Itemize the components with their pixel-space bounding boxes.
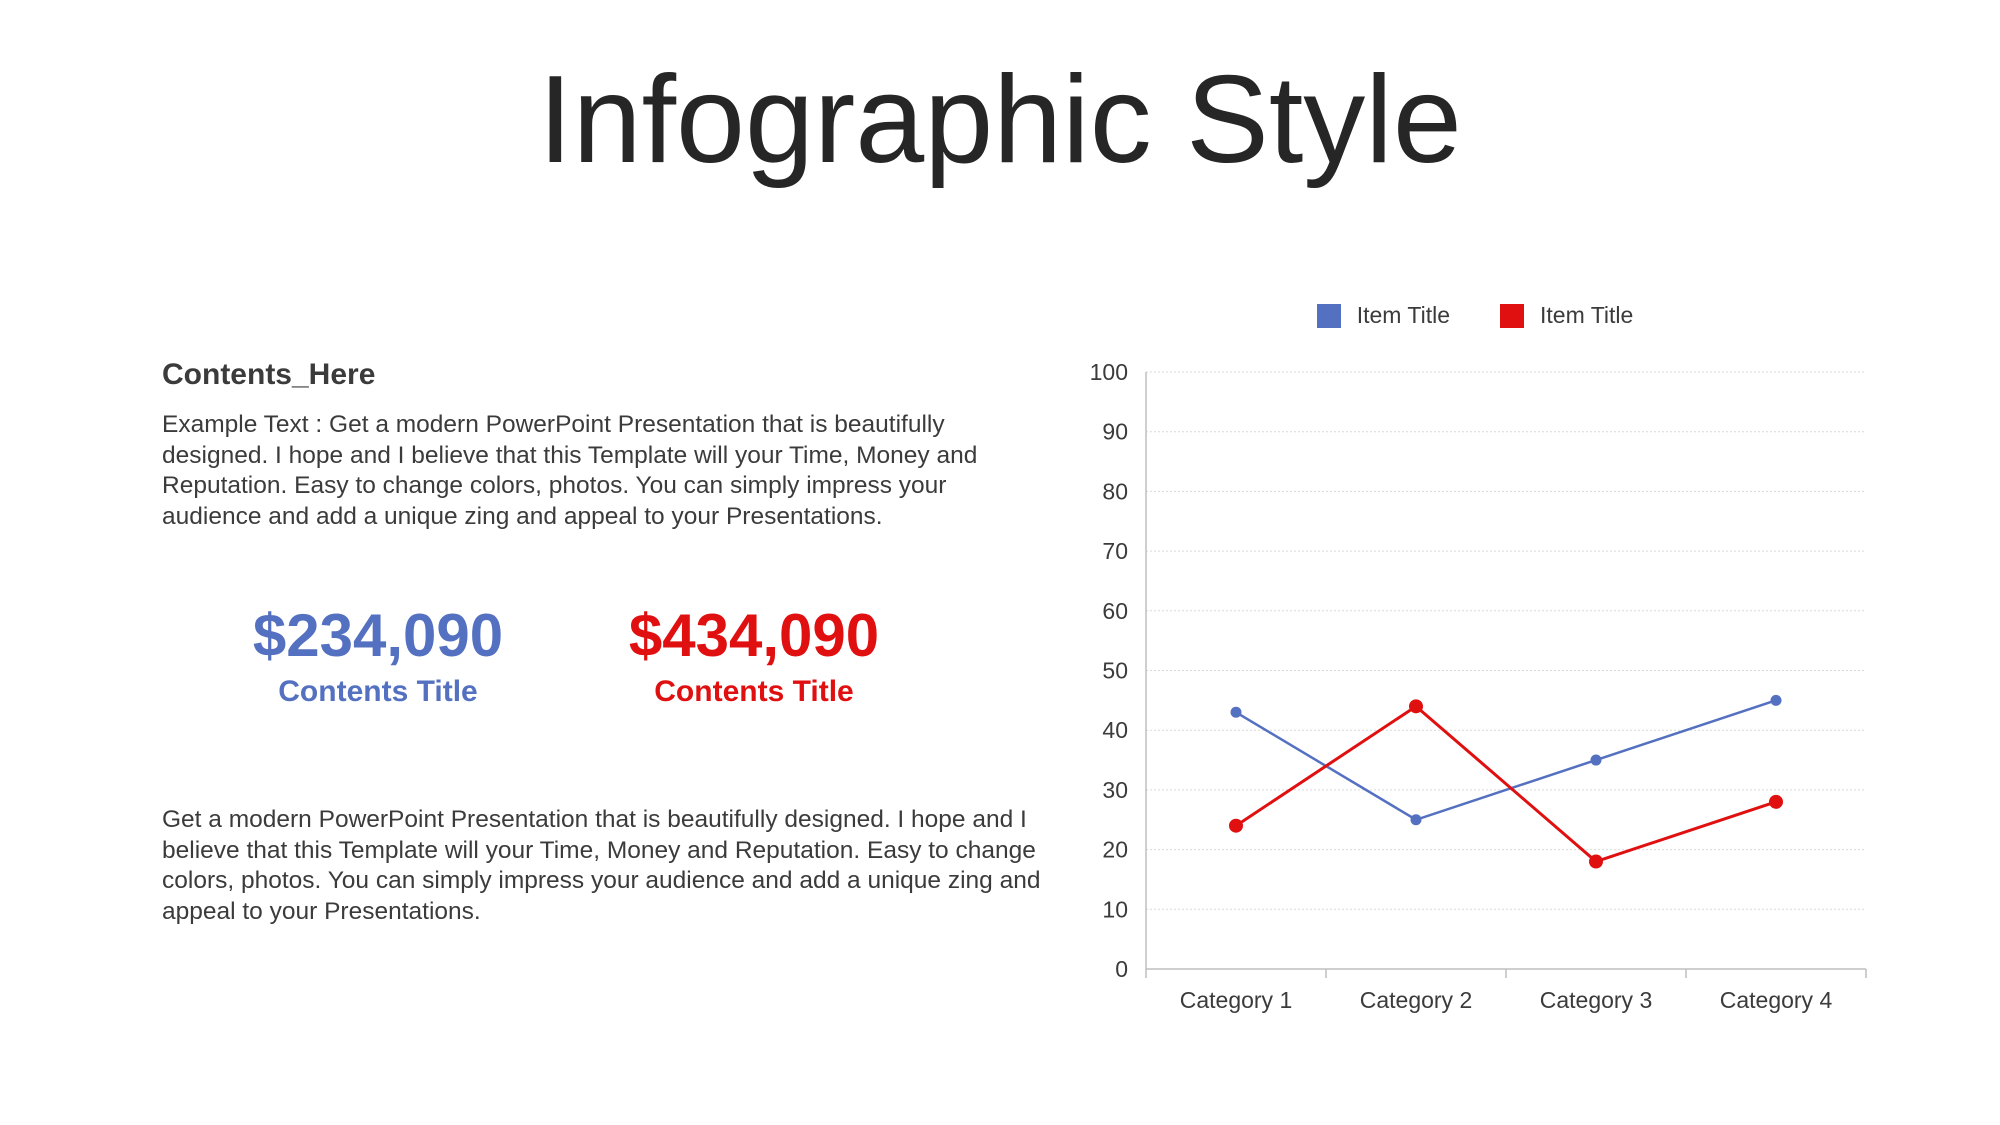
- x-tick-label: Category 1: [1180, 987, 1293, 1013]
- x-tick-label: Category 3: [1540, 987, 1653, 1013]
- legend-swatch-series-2: [1500, 303, 1524, 328]
- intro-paragraph: Example Text : Get a modern PowerPoint P…: [162, 411, 978, 530]
- data-point-series-2: [1229, 818, 1243, 833]
- legend-swatch-series-1: [1316, 303, 1341, 328]
- kpi-red-value: $434,090: [628, 602, 880, 669]
- y-tick-label: 40: [1102, 717, 1128, 743]
- data-point-series-1: [1230, 706, 1242, 718]
- y-tick-label: 90: [1102, 419, 1128, 445]
- y-tick-label: 30: [1102, 777, 1128, 803]
- y-tick-label: 80: [1102, 478, 1128, 504]
- data-point-series-1: [1770, 694, 1782, 706]
- legend-item-series-2: Item Title: [1500, 302, 1633, 329]
- kpi-red: $434,090 Contents Title: [564, 600, 944, 710]
- y-tick-label: 50: [1102, 658, 1128, 684]
- x-tick-label: Category 4: [1720, 987, 1833, 1013]
- y-tick-label: 70: [1102, 538, 1128, 564]
- chart-legend: Item Title Item Title: [1050, 302, 1900, 329]
- slide-title: Infographic Style: [538, 51, 1462, 189]
- legend-item-series-1: Item Title: [1316, 302, 1450, 329]
- y-tick-label: 20: [1102, 837, 1128, 863]
- series-line-2: [1235, 704, 1777, 864]
- kpi-red-label: Contents Title: [654, 675, 854, 708]
- data-point-series-1: [1410, 814, 1422, 826]
- kpi-blue: $234,090 Contents Title: [188, 600, 568, 710]
- body-paragraph: Get a modern PowerPoint Presentation tha…: [162, 806, 1041, 925]
- legend-label-series-2: Item Title: [1540, 302, 1634, 328]
- data-point-series-2: [1589, 854, 1603, 869]
- data-point-series-2: [1769, 794, 1783, 809]
- y-tick-label: 60: [1102, 598, 1128, 624]
- y-tick-label: 0: [1115, 956, 1128, 982]
- data-point-series-1: [1590, 754, 1602, 766]
- kpi-blue-label: Contents Title: [278, 675, 478, 708]
- x-tick-label: Category 2: [1360, 987, 1473, 1013]
- line-chart: Item Title Item Title 0 10 20 30 40 50 60 70 80 9…: [1050, 290, 1880, 1030]
- data-point-series-2: [1409, 699, 1423, 714]
- chart-plot: 0 10 20 30 40 50 60 70 80 90 100 Category 1 Category…: [1090, 359, 1867, 1013]
- kpi-blue-value: $234,090: [252, 602, 504, 669]
- content-heading: Contents_Here: [162, 358, 376, 391]
- y-tick-label: 100: [1090, 359, 1128, 385]
- y-tick-label: 10: [1102, 896, 1128, 922]
- legend-label-series-1: Item Title: [1356, 302, 1450, 328]
- series-line-1: [1235, 699, 1777, 822]
